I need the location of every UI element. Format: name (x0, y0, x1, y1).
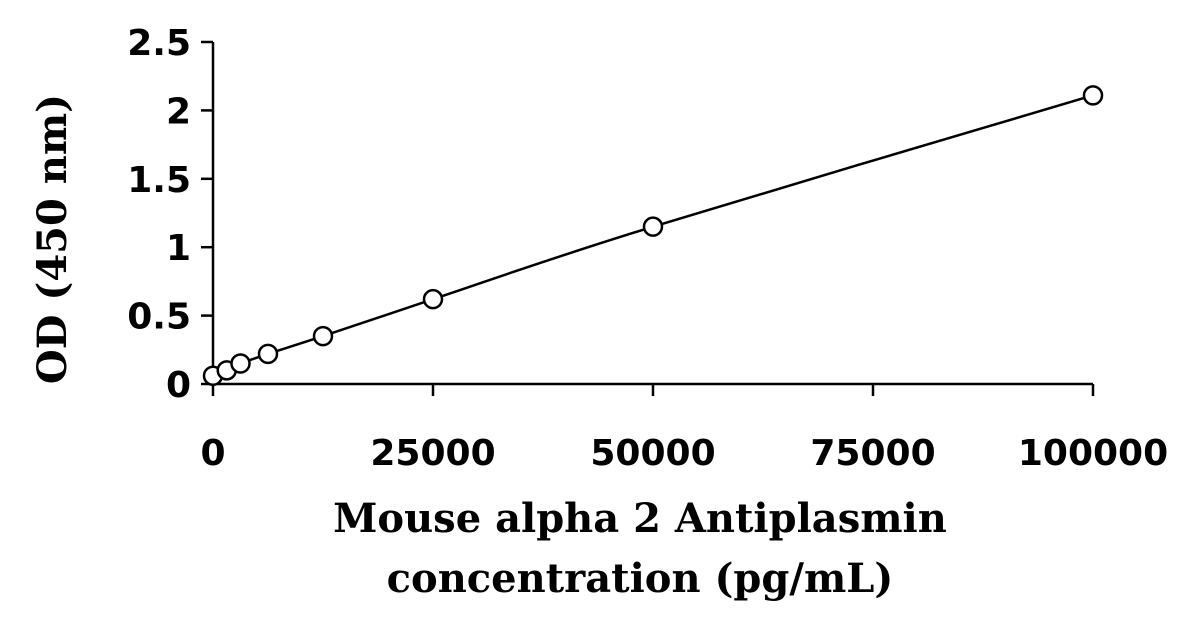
y-tick-label: 1.5 (127, 160, 191, 201)
y-tick-label: 1 (166, 228, 191, 269)
data-point (257, 343, 279, 365)
plot-area (202, 85, 1104, 387)
y-axis-title: OD (450 nm) (29, 94, 76, 384)
x-axis-title-line-2: concentration (pg/mL) (387, 555, 894, 602)
y-tick-label: 0 (166, 365, 191, 406)
data-point (422, 288, 444, 310)
data-point (1082, 85, 1104, 106)
data-point (642, 216, 664, 237)
x-tick-label: 75000 (810, 433, 935, 474)
x-axis-title-line-1: Mouse alpha 2 Antiplasmin (333, 495, 947, 542)
data-point (230, 353, 251, 374)
axes (211, 42, 1093, 386)
x-tick-label: 50000 (590, 433, 715, 474)
y-tick-label: 2.5 (127, 23, 191, 64)
y-tick-label: 2 (166, 91, 191, 132)
x-tick-label: 0 (200, 433, 225, 474)
x-tick-label: 25000 (370, 433, 495, 474)
y-tick-label: 0.5 (127, 297, 191, 338)
ticks: 0 0.5 1 1.5 2 2.5 0 25000 50000 75000 100000 (127, 23, 1168, 474)
x-tick-label: 100000 (1018, 433, 1168, 474)
data-point (312, 325, 334, 347)
